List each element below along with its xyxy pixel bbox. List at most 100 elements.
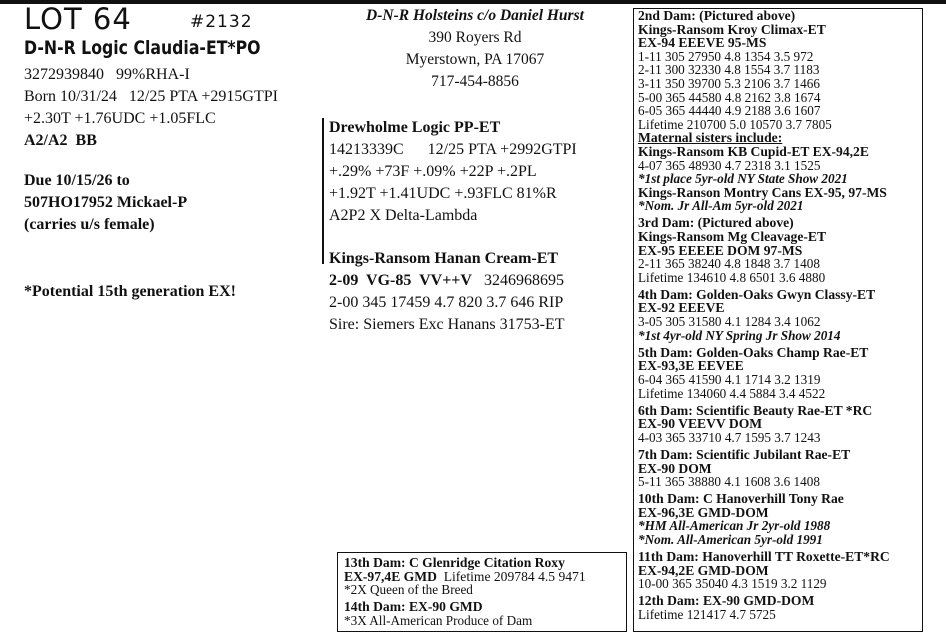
dam-group: 13th Dam: C Glenridge Citation Roxy EX-97… [344, 556, 586, 597]
pedigree-line-text: EX-94 EEEVE 95-MS [638, 35, 767, 51]
dam-group: 12th Dam: EX-90 GMD-DOM Lifetime 121417 4… [638, 594, 890, 621]
pedigree-line-text: 10-00 365 35040 4.3 1519 3.2 1129 [638, 576, 827, 592]
genotype-line: A2/A2 BB [24, 132, 97, 149]
pedigree-line-text: 6th Dam: Scientific Beauty Rae-ET *RC [638, 402, 873, 418]
due-date: Due 10/15/26 to [24, 172, 130, 189]
pedigree-line: 12th Dam: EX-90 GMD-DOM [638, 594, 890, 608]
pedigree-line: *3X All-American Produce of Dam [344, 614, 586, 628]
pedigree-line-text: Kings-Ransom Mg Cleavage-ET [638, 229, 827, 244]
dam-group: 5th Dam: Golden-Oaks Champ Rae-ET EX-93,3… [638, 345, 890, 401]
pedigree-line-text: 12th Dam: EX-90 GMD-DOM [638, 593, 815, 609]
pedigree-line-text: 5-00 365 44580 4.8 2162 3.8 1674 [638, 89, 821, 105]
lot-number: LOT 64 [24, 2, 132, 36]
pedigree-line: *HM All-American Jr 2yr-old 1988 [638, 519, 890, 533]
birth-pta-line: Born 10/31/24 12/25 PTA +2915GTPI [24, 88, 278, 105]
type-traits-line: +2.30T +1.76UDC +1.05FLC [24, 110, 216, 127]
pedigree-line-text: 14th Dam: EX-90 GMD [344, 599, 483, 615]
ancestors-list: 13th Dam: C Glenridge Citation Roxy EX-97… [344, 556, 586, 631]
pedigree-line: 11th Dam: Hanoverhill TT Roxette-ET*RC [638, 550, 890, 564]
pedigree-line: 10th Dam: C Hanoverhill Tony Rae [638, 492, 890, 506]
pedigree-line: EX-93,3E EEVEE [638, 359, 890, 373]
dam-group: 6th Dam: Scientific Beauty Rae-ET *RC EX-… [638, 402, 890, 445]
pedigree-line-text: EX-94,2E GMD-DOM [638, 562, 769, 578]
dam-record: 2-00 345 17459 4.7 820 3.7 646 RIP [329, 294, 564, 311]
consignor-name: D-N-R Holsteins c/o Daniel Hurst [366, 7, 584, 24]
consignor-city: Myerstown, PA 17067 [405, 51, 545, 68]
pedigree-line: Maternal sisters include: [638, 131, 890, 145]
pedigree-line: *Nom. Jr All-Am 5yr-old 2021 [638, 199, 890, 213]
pedigree-line-text: Kings-Ransom Kroy Climax-ET [638, 21, 826, 37]
sire-line: +1.92T +1.41UDC +.93FLC 81%R [329, 185, 557, 202]
dam-group: 2nd Dam: (Pictured above) Kings-Ransom Kr… [638, 9, 890, 213]
pedigree-line-text: Kings-Ranson Montry Cans EX-95, 97-MS [638, 184, 887, 200]
pedigree-box [633, 8, 923, 632]
animal-id-line: 3272939840 99%RHA-I [24, 66, 190, 83]
pedigree-line: EX-94,2E GMD-DOM [638, 562, 890, 578]
dam-group: 7th Dam: Scientific Jubilant Rae-ET EX-90… [638, 448, 890, 489]
pedigree-line: 14th Dam: EX-90 GMD [344, 600, 586, 614]
consignor-phone: 717-454-8856 [431, 73, 519, 90]
consignor: D-N-R Holsteins c/o Daniel Hurst 390 Roy… [330, 5, 620, 93]
dam-id: 3246968695 [483, 272, 564, 289]
pedigree-line-text: EX-97,4E GMD [344, 568, 437, 584]
pedigree-line: 3-05 305 31580 4.1 1284 3.4 1062 [638, 315, 890, 329]
top-rule [0, 0, 946, 4]
pedigree-line: Kings-Ransom Kroy Climax-ET [638, 21, 890, 37]
due-info: Due 10/15/26 to 507HO17952 Mickael-P (ca… [24, 170, 187, 236]
pedigree-line-text: *1st place 5yr-old NY State Show 2021 [638, 171, 848, 187]
dam-block: Kings-Ransom Hanan Cream-ET 2-09 VG-85 V… [329, 248, 565, 336]
pedigree-line: Kings-Ransom Mg Cleavage-ET [638, 230, 890, 244]
pedigree-line: 4-03 365 33710 4.7 1595 3.7 1243 [638, 431, 890, 445]
pedigree-line: 2-11 300 32330 4.8 1554 3.7 1183 [638, 63, 890, 77]
pedigree-line-text: *Nom. All-American 5yr-old 1991 [638, 531, 823, 547]
pedigree-line: Lifetime 134060 4.4 5884 3.4 4522 [638, 385, 890, 401]
pedigree-line-text: EX-90 DOM [638, 460, 712, 476]
pedigree-line: 5-00 365 44580 4.8 2162 3.8 1674 [638, 89, 890, 105]
pedigree-line: EX-90 DOM [638, 460, 890, 476]
pedigree-line-text: 5-11 365 38880 4.1 1608 3.6 1408 [638, 474, 820, 490]
dam-group: 10th Dam: C Hanoverhill Tony Rae EX-96,3E… [638, 492, 890, 546]
pedigree-line: 13th Dam: C Glenridge Citation Roxy [344, 556, 586, 570]
dam-group: 3rd Dam: (Pictured above) Kings-Ransom Mg… [638, 216, 890, 284]
pedigree-line: *2X Queen of the Breed [344, 583, 586, 597]
pedigree-line-text: Lifetime 134610 4.8 6501 3.6 4880 [638, 269, 826, 285]
pedigree-line-text: 3rd Dam: (Pictured above) [638, 215, 794, 231]
ancestors-box [337, 552, 627, 632]
pedigree-line: 6-04 365 41590 4.1 1714 3.2 1319 [638, 373, 890, 387]
pedigree-line-text: *Nom. Jr All-Am 5yr-old 2021 [638, 198, 804, 214]
sire-name: Drewholme Logic PP-ET [329, 119, 501, 136]
pedigree-line: Kings-Ransom KB Cupid-ET EX-94,2E [638, 145, 890, 159]
pedigree-line: Lifetime 210700 5.0 10570 3.7 7805 [638, 116, 890, 132]
pedigree-line-text: 3-11 350 39700 5.3 2106 3.7 1466 [638, 75, 820, 91]
pedigree-line: 5-11 365 38880 4.1 1608 3.6 1408 [638, 475, 890, 489]
pedigree-line: 6-05 365 44440 4.9 2188 3.6 1607 [638, 104, 890, 118]
pedigree-line: 4th Dam: Golden-Oaks Gwyn Classy-ET [638, 288, 890, 302]
pedigree-line: EX-92 EEEVE [638, 301, 890, 315]
pedigree-line-text: Lifetime 210700 5.0 10570 3.7 7805 [638, 116, 832, 132]
pedigree-line-text: *HM All-American Jr 2yr-old 1988 [638, 518, 831, 534]
dam-classification: 2-09 VG-85 VV++V [329, 272, 472, 289]
pedigree-line-text: Kings-Ransom KB Cupid-ET EX-94,2E [638, 143, 869, 159]
pedigree-line-text: EX-93,3E EEVEE [638, 358, 744, 374]
pedigree-line-text: 6-05 365 44440 4.9 2188 3.6 1607 [638, 103, 821, 119]
pedigree-line: Kings-Ranson Montry Cans EX-95, 97-MS [638, 184, 890, 200]
pedigree-line-text: 4-03 365 33710 4.7 1595 3.7 1243 [638, 429, 821, 445]
catalog-number: #2132 [190, 12, 253, 32]
dam-group: 4th Dam: Golden-Oaks Gwyn Classy-ET EX-92… [638, 288, 890, 342]
dam-sire: Sire: Siemers Exc Hanans 31753-ET [329, 316, 565, 333]
potential-note: *Potential 15th generation EX! [24, 283, 236, 300]
pedigree-list: 2nd Dam: (Pictured above) Kings-Ransom Kr… [638, 9, 890, 625]
pedigree-line-text: EX-95 EEEEE DOM 97-MS [638, 242, 803, 258]
pedigree-line-text: Maternal sisters include: [638, 130, 783, 146]
dam-group: 11th Dam: Hanoverhill TT Roxette-ET*RC EX… [638, 550, 890, 591]
pedigree-line-text: Lifetime 134060 4.4 5884 3.4 4522 [638, 385, 826, 401]
pedigree-line-text: 6-04 365 41590 4.1 1714 3.2 1319 [638, 371, 821, 387]
pedigree-line: EX-95 EEEEE DOM 97-MS [638, 242, 890, 258]
sire-block: Drewholme Logic PP-ET 14213339C 12/25 PT… [329, 117, 577, 227]
dam-name: Kings-Ransom Hanan Cream-ET [329, 250, 559, 267]
lifetime-record: Lifetime 209784 4.5 9471 [436, 568, 586, 584]
pedigree-line-text: EX-90 VEEVV DOM [638, 416, 763, 432]
pedigree-line: EX-96,3E GMD-DOM [638, 505, 890, 520]
pedigree-line: Lifetime 134610 4.8 6501 3.6 4880 [638, 269, 890, 285]
pedigree-line: 3rd Dam: (Pictured above) [638, 216, 890, 230]
